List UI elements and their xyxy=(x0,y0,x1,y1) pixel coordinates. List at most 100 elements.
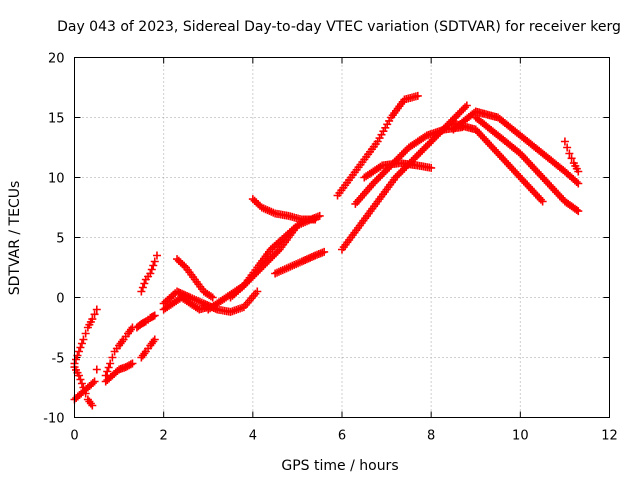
data-point xyxy=(395,169,404,178)
data-point xyxy=(421,142,430,151)
data-point xyxy=(391,173,400,182)
y-axis-label: SDTVAR / TECUs xyxy=(7,181,23,296)
data-point xyxy=(401,147,410,156)
data-point xyxy=(450,114,459,123)
y-tick-label: 15 xyxy=(48,112,65,127)
data-point xyxy=(428,135,437,144)
y-tick-label: -10 xyxy=(43,412,64,427)
y-tick-label: 5 xyxy=(56,232,64,247)
data-point xyxy=(455,108,464,117)
data-point xyxy=(140,279,149,288)
data-point xyxy=(71,355,80,364)
data-point xyxy=(81,329,90,338)
data-point xyxy=(88,379,97,387)
data-point xyxy=(574,167,583,176)
data-point xyxy=(452,112,461,121)
data-point xyxy=(138,283,147,292)
data-point xyxy=(150,335,159,344)
data-point xyxy=(572,205,581,214)
data-point xyxy=(461,103,470,112)
data-point xyxy=(462,101,471,110)
data-point xyxy=(81,389,90,398)
x-tick-label: 6 xyxy=(338,429,346,444)
data-point xyxy=(79,335,88,344)
data-point xyxy=(255,265,264,274)
data-point xyxy=(574,207,583,216)
data-point xyxy=(74,371,83,380)
data-point xyxy=(399,148,408,157)
data-point xyxy=(376,172,385,181)
data-point xyxy=(567,154,576,163)
data-point xyxy=(379,168,388,177)
data-point xyxy=(425,139,434,148)
chart-title: Day 043 of 2023, Sidereal Day-to-day VTE… xyxy=(57,19,621,35)
data-point xyxy=(90,377,99,386)
data-point xyxy=(76,375,85,384)
data-point xyxy=(398,166,407,175)
data-point xyxy=(320,247,329,256)
data-point xyxy=(241,279,250,288)
data-point xyxy=(459,105,468,114)
y-tick-label: -5 xyxy=(52,352,65,367)
data-point xyxy=(108,353,117,362)
data-point xyxy=(457,106,466,115)
series-track-6 xyxy=(137,251,161,296)
data-point xyxy=(416,148,425,157)
data-point xyxy=(448,115,457,124)
data-point xyxy=(92,305,101,314)
data-point xyxy=(266,254,275,263)
series-track-5 xyxy=(101,359,137,386)
data-point xyxy=(88,315,97,324)
y-tick-label: 20 xyxy=(48,52,65,67)
data-point xyxy=(400,164,409,173)
data-point xyxy=(137,287,146,296)
series-track-7 xyxy=(132,311,159,332)
y-tick-label: 10 xyxy=(48,172,65,187)
x-tick-label: 8 xyxy=(427,429,435,444)
x-tick-label: 2 xyxy=(160,429,168,444)
data-point xyxy=(453,110,462,119)
data-point xyxy=(150,311,159,320)
data-point xyxy=(245,276,254,285)
data-point xyxy=(423,141,432,150)
data-point xyxy=(315,211,324,220)
data-point xyxy=(128,359,137,368)
data-point xyxy=(413,91,422,100)
data-point xyxy=(92,365,101,374)
data-point xyxy=(374,174,383,183)
data-point xyxy=(411,153,420,162)
data-point xyxy=(250,270,259,279)
data-point xyxy=(147,265,156,274)
series-track-3 xyxy=(70,363,97,410)
series-track-1 xyxy=(70,305,101,368)
x-axis-label: GPS time / hours xyxy=(281,458,398,474)
data-point xyxy=(257,263,266,272)
data-point xyxy=(393,171,402,180)
data-point xyxy=(270,250,279,259)
series-track-21 xyxy=(449,119,547,206)
series-track-14 xyxy=(204,221,302,314)
data-point xyxy=(248,272,257,281)
data-point xyxy=(409,155,418,164)
data-point xyxy=(77,379,86,388)
series-track-16 xyxy=(333,91,422,200)
data-point xyxy=(150,257,159,266)
series-track-10 xyxy=(173,255,217,302)
data-point xyxy=(370,177,379,186)
data-point xyxy=(427,163,436,172)
data-point xyxy=(74,347,83,356)
data-point xyxy=(79,383,88,392)
data-point xyxy=(253,287,262,296)
data-point xyxy=(104,363,113,372)
data-point xyxy=(397,150,406,159)
data-point xyxy=(420,132,429,141)
data-point xyxy=(268,252,277,261)
data-point xyxy=(420,144,429,153)
data-point xyxy=(273,247,282,256)
x-tick-label: 4 xyxy=(249,429,257,444)
series-track-8 xyxy=(137,335,159,362)
data-point xyxy=(272,249,281,258)
data-point xyxy=(259,261,268,270)
data-point xyxy=(264,256,273,265)
